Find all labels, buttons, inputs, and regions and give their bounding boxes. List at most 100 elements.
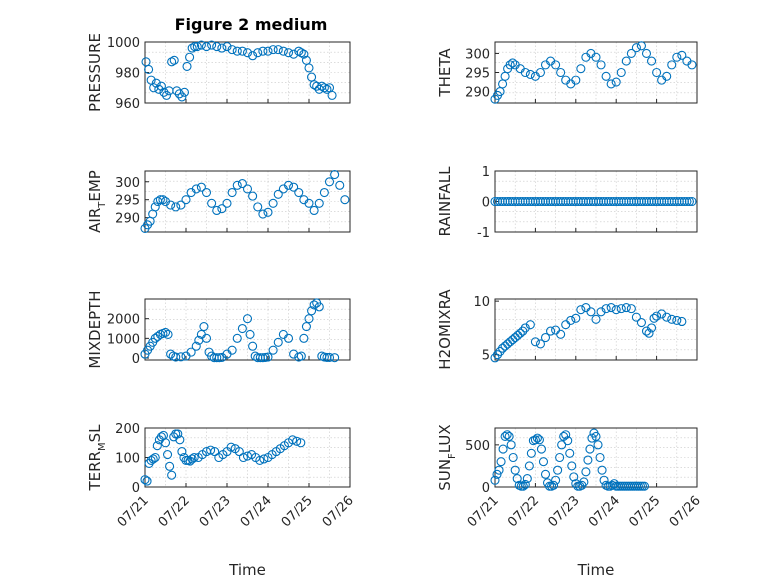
data-point [191,184,201,194]
data-point [506,440,516,450]
y-tick-label: 960 [115,97,140,112]
data-point [586,307,596,317]
data-point [152,441,162,451]
data-point [166,200,176,210]
data-point [601,71,611,81]
data-point [532,433,542,443]
data-point [196,40,206,50]
y-tick-label: -1 [477,226,490,241]
data-point [207,40,217,50]
data-point [518,326,528,336]
data-point [263,46,273,56]
data-point [187,43,197,53]
data-point [217,43,227,53]
data-point [324,352,335,362]
data-point [227,45,237,55]
data-point [189,452,199,463]
x-tick-label: 07/25 [279,493,316,530]
data-point [159,87,169,97]
data-point [649,313,659,323]
data-point [520,323,530,333]
data-point [187,454,197,464]
data-point [585,444,595,454]
data-point [169,55,179,65]
y-tick-label: 1000 [107,332,140,347]
data-point [174,89,184,99]
data-point [596,307,606,317]
data-point [319,83,329,93]
y-tick-label: 200 [115,422,140,437]
data-point [526,448,536,458]
data-point [327,90,337,100]
subplot-h2omixra: 5 10 H2OMIXRA [436,289,698,370]
data-point [227,345,237,355]
data-point [278,329,288,339]
data-point [631,312,641,322]
y-tick-label: 10 [473,295,490,310]
data-point [335,180,345,190]
data-point [217,204,227,214]
data-point [149,83,159,93]
data-point [242,48,253,58]
data-point [238,452,248,463]
subplot-air_temp: 290 295 300 AIRTEMP [86,170,351,233]
x-tick-label: 07/26 [320,493,357,530]
data-point [190,42,200,52]
data-point [636,41,647,51]
data-point [524,461,534,471]
data-point [176,200,186,210]
data-point [222,42,232,52]
data-point [182,61,192,71]
data-point [498,444,508,454]
y-tick-label: 2000 [107,313,140,328]
data-point [201,187,212,198]
data-point [495,346,505,356]
figure-title: Figure 2 medium [175,15,328,34]
data-point [167,470,177,480]
data-point [536,444,547,454]
data-point [644,328,654,338]
y-tick-label: 500 [465,439,490,454]
y-tick-label: 300 [465,47,490,62]
data-point [253,48,263,58]
data-point [163,449,173,460]
data-point [248,51,258,61]
data-point [520,67,530,78]
data-point [556,67,566,78]
data-point [227,187,237,198]
data-point [606,303,616,313]
data-point [591,431,601,441]
data-point [232,180,242,190]
data-point [237,323,247,334]
data-point [248,341,258,351]
data-point [684,196,694,207]
x-tick-label: 07/23 [546,493,583,530]
data-point [492,350,503,360]
y-axis-label: AIRTEMP [86,170,108,233]
data-point [273,189,283,199]
data-point [288,435,298,445]
data-point [576,305,586,315]
data-point [175,435,185,445]
axes-box [144,170,351,233]
data-point [191,341,201,351]
data-point [207,198,217,208]
data-point [597,465,607,475]
data-point [185,52,195,62]
data-point [166,349,176,359]
x-tick-label: 07/26 [667,493,704,530]
data-point [595,452,605,463]
data-point [307,306,317,316]
data-point [561,430,571,440]
data-point [583,455,593,465]
data-point [525,69,535,79]
y-axis-label: SUNFLUX [436,424,458,490]
data-point [677,316,687,327]
data-point [309,300,319,310]
data-point [273,337,283,347]
data-point [150,452,160,463]
x-tick-label: 07/22 [505,493,542,530]
